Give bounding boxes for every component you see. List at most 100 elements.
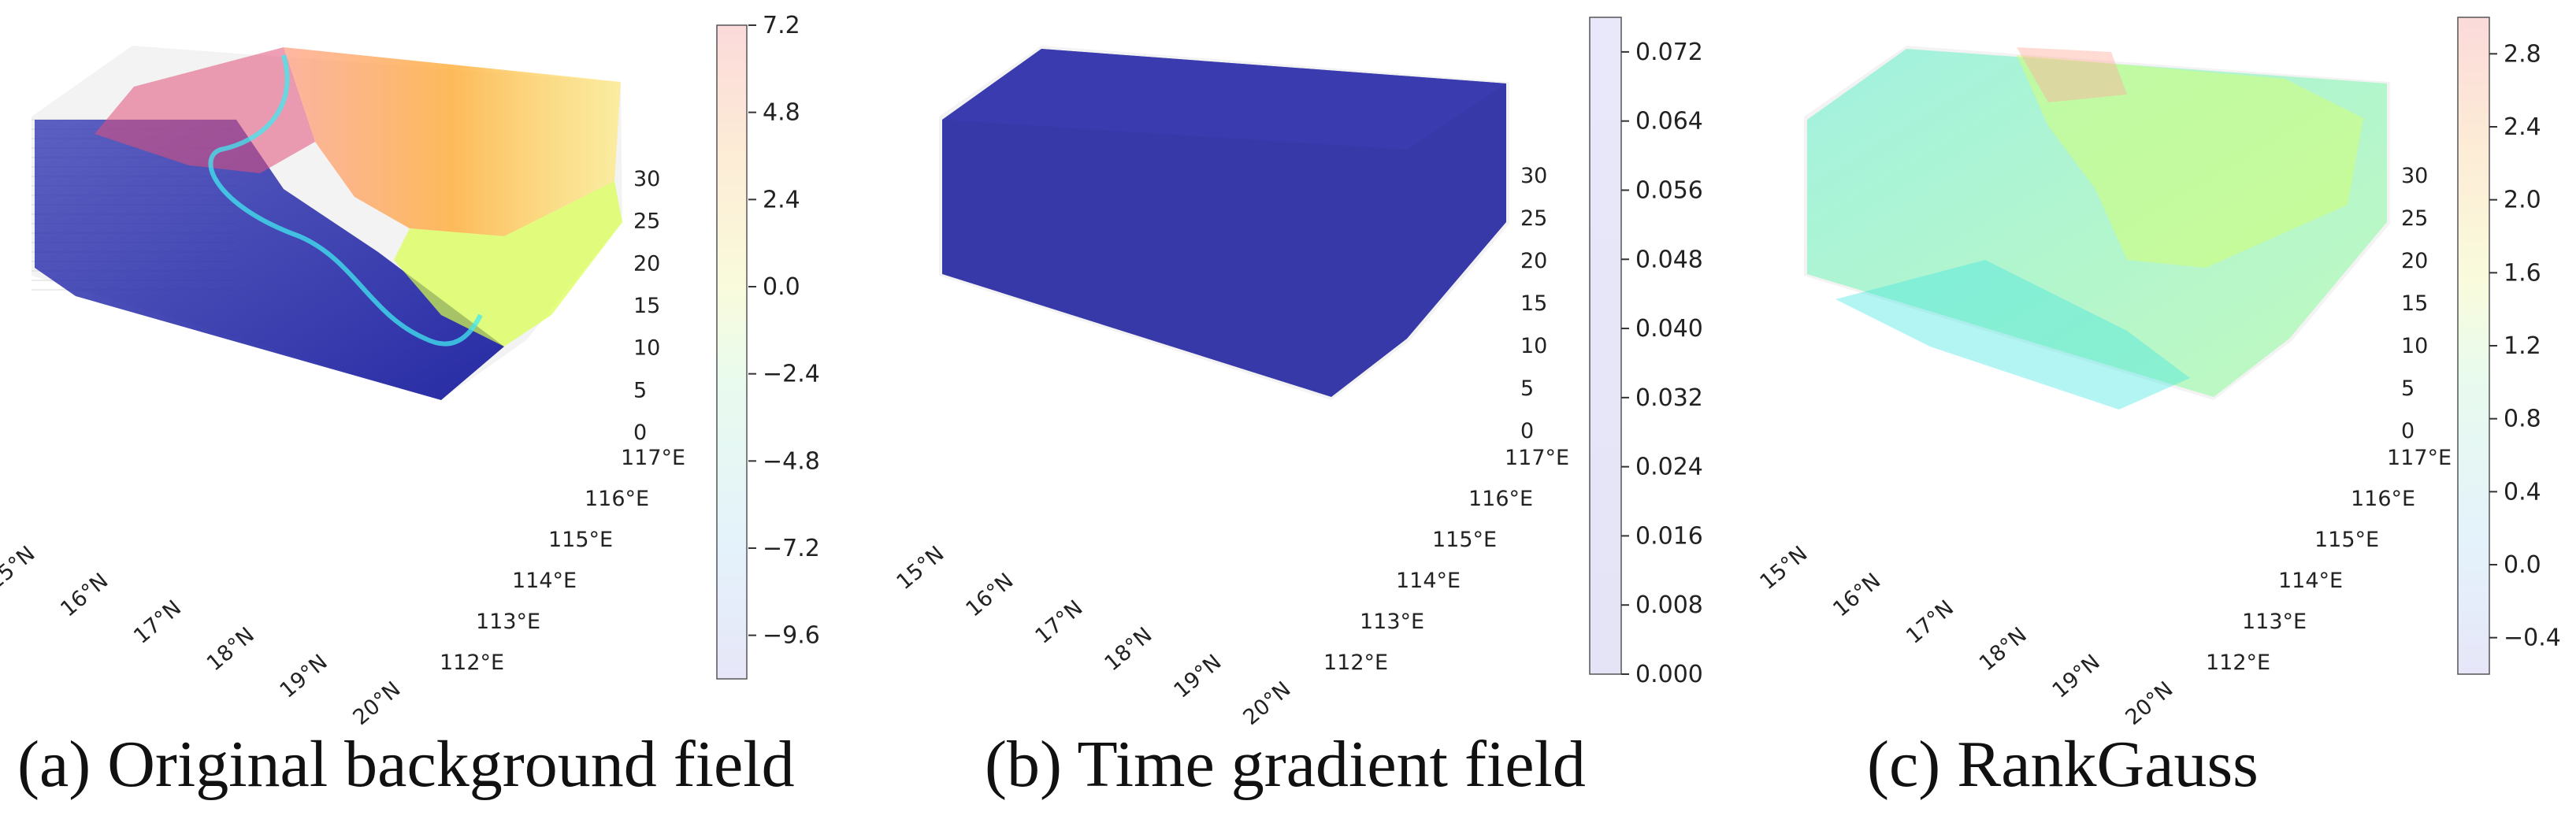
axes-box-a <box>32 46 622 400</box>
colorbar-tick-label: 0.000 <box>1635 661 1703 688</box>
field-volume-high-c <box>2017 55 2363 268</box>
colorbar-tick-label: 1.6 <box>2504 259 2541 287</box>
colorbar-ticks-a: −9.6 −7.2 −4.8 −2.4 0.0 2.4 4.8 7.2 <box>748 12 820 650</box>
colorbar-tick-label: 0.0 <box>2504 551 2541 579</box>
caption-a: (a) Original background field <box>17 728 795 801</box>
x-tick-label: 15°N <box>892 542 948 595</box>
z-tick-label: 20 <box>633 251 660 276</box>
y-tick-label: 113°E <box>1360 610 1424 634</box>
y-tick-label: 117°E <box>2387 446 2452 470</box>
colorbar-tick-label: 0.064 <box>1635 108 1703 135</box>
colorbar-tick-label: 2.8 <box>2504 40 2541 68</box>
colorbar-tick-label: 0.032 <box>1635 384 1703 412</box>
y-tick-label: 113°E <box>476 610 540 634</box>
colorbar-a <box>716 24 748 680</box>
x-tick-label: 18°N <box>202 623 259 676</box>
y-tick-label: 113°E <box>2242 610 2307 634</box>
colorbar-tick-label: 4.8 <box>763 99 800 127</box>
colorbar-ticks-c: −0.4 0.0 0.4 0.8 1.2 1.6 2.0 2.4 2.8 <box>2489 40 2561 652</box>
y-tick-label: 115°E <box>548 528 613 552</box>
colorbar-tick-label: 0.040 <box>1635 315 1703 343</box>
z-tick-label: 15 <box>1520 291 1547 316</box>
y-tick-label: 114°E <box>2278 569 2343 593</box>
field-volume-high-a <box>284 47 621 236</box>
x-tick-label: 20°N <box>2121 677 2177 730</box>
z-tick-label: 20 <box>2401 249 2428 273</box>
x-tick-label: 20°N <box>1238 677 1295 730</box>
z-tick-label: 0 <box>2401 419 2415 443</box>
colorbar-tick-label: −2.4 <box>763 361 820 388</box>
z-tick-label: 5 <box>2401 376 2415 401</box>
colorbar-tick-label: 0.4 <box>2504 478 2541 506</box>
x-tick-label: 20°N <box>348 677 405 730</box>
z-tick-label: 25 <box>2401 206 2428 231</box>
x-tick-label: 16°N <box>56 569 113 621</box>
z-tick-label: 10 <box>633 336 660 361</box>
z-tick-label: 30 <box>2401 164 2428 188</box>
x-tick-label: 18°N <box>1975 623 2032 676</box>
colorbar-tick-label: 0.8 <box>2504 406 2541 433</box>
caption-c: (c) RankGauss <box>1867 728 2259 801</box>
field-volume-red-a <box>95 47 315 173</box>
x-tick-label: 17°N <box>1030 595 1087 648</box>
y-tick-label: 114°E <box>1396 569 1461 593</box>
field-boundary-a <box>208 54 483 347</box>
z-tick-label: 15 <box>2401 291 2428 316</box>
field-volume-peak-c <box>2017 47 2127 102</box>
colorbar-tick-label: 7.2 <box>763 12 800 39</box>
y-tick-label: 116°E <box>585 487 649 511</box>
y-tick-label: 112°E <box>1323 651 1388 675</box>
y-tick-label: 114°E <box>512 569 577 593</box>
y-tick-label: 112°E <box>440 651 504 675</box>
colorbar-tick-label: 2.4 <box>2504 113 2541 141</box>
z-tick-label: 30 <box>1520 164 1547 188</box>
caption-b: (b) Time gradient field <box>985 728 1586 801</box>
y-tick-label: 116°E <box>1468 487 1533 511</box>
z-tick-label: 0 <box>1520 419 1534 443</box>
y-tick-label: 112°E <box>2206 651 2270 675</box>
colorbar-b <box>1589 17 1622 675</box>
x-tick-label: 18°N <box>1100 623 1156 676</box>
colorbar-tick-label: 0.0 <box>763 273 800 301</box>
x-tick-label: 16°N <box>961 569 1018 621</box>
colorbar-tick-label: 0.024 <box>1635 454 1703 481</box>
z-tick-label: 15 <box>633 294 660 318</box>
colorbar-tick-label: 0.056 <box>1635 176 1703 204</box>
y-tick-label: 115°E <box>2314 528 2379 552</box>
colorbar-tick-label: 2.0 <box>2504 187 2541 214</box>
field-volume-low-c <box>1835 260 2190 410</box>
x-tick-label: 17°N <box>1902 595 1958 648</box>
panel-a: 15°N 16°N 17°N 18°N 19°N 20°N 112°E 113°E 114°E 1… <box>0 12 820 801</box>
x-tick-label: 15°N <box>0 542 39 595</box>
x-tick-label: 19°N <box>2048 650 2105 703</box>
colorbar-tick-label: 0.016 <box>1635 522 1703 550</box>
colorbar-tick-label: 2.4 <box>763 186 800 213</box>
field-volume-mid-a <box>394 181 622 347</box>
z-tick-label: 10 <box>2401 334 2428 358</box>
z-tick-label: 5 <box>633 378 647 402</box>
colorbar-tick-label: −4.8 <box>763 447 820 475</box>
colorbar-tick-label: 0.048 <box>1635 246 1703 273</box>
z-tick-label: 30 <box>633 167 660 191</box>
z-tick-label: 25 <box>1520 206 1547 231</box>
y-tick-label: 115°E <box>1432 528 1497 552</box>
y-tick-label: 116°E <box>2351 487 2415 511</box>
colorbar-tick-label: 0.072 <box>1635 39 1703 66</box>
z-tick-label: 25 <box>633 209 660 234</box>
z-tick-label: 10 <box>1520 334 1547 358</box>
x-tick-label: 19°N <box>276 650 332 703</box>
x-tick-label: 16°N <box>1828 569 1885 621</box>
x-tick-label: 19°N <box>1169 650 1226 703</box>
colorbar-c <box>2457 17 2490 675</box>
y-tick-label: 117°E <box>1505 446 1569 470</box>
field-top-face-b <box>942 49 1506 150</box>
colorbar-tick-label: 0.008 <box>1635 591 1703 619</box>
colorbar-tick-label: 1.2 <box>2504 332 2541 360</box>
colorbar-tick-label: −7.2 <box>763 535 820 562</box>
colorbar-ticks-b: 0.000 0.008 0.016 0.024 0.032 0.040 0.048 0.056… <box>1621 39 1703 688</box>
panel-b: 15°N16°N17°N18°N19°N20°N 112°E 113°E 114°E 1… <box>892 17 1703 801</box>
colorbar-tick-label: −0.4 <box>2504 625 2561 652</box>
z-tick-label: 20 <box>1520 249 1547 273</box>
x-tick-label: 15°N <box>1755 542 1812 595</box>
